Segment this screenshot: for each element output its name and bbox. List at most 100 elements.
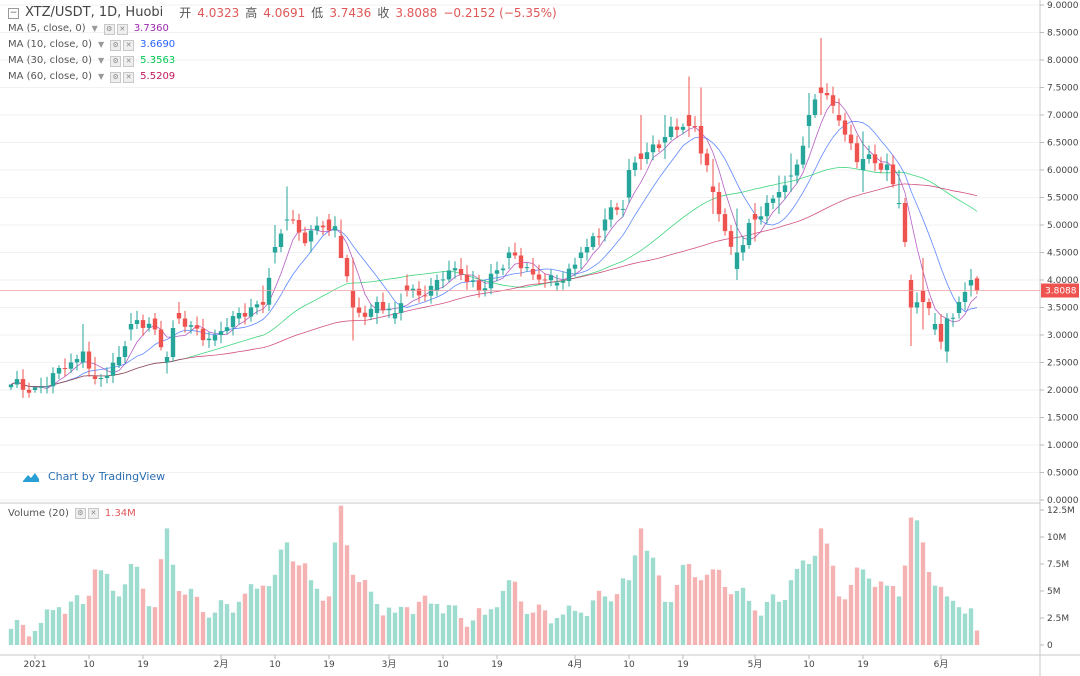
volume-bar[interactable]: [530, 612, 536, 645]
candle[interactable]: [590, 232, 596, 250]
volume-bar[interactable]: [410, 613, 416, 645]
volume-bar[interactable]: [332, 542, 338, 645]
volume-bar[interactable]: [518, 601, 524, 645]
candle[interactable]: [644, 142, 650, 165]
candle[interactable]: [560, 271, 566, 290]
candle[interactable]: [338, 219, 344, 259]
candle[interactable]: [686, 76, 692, 138]
close-icon[interactable]: ✕: [123, 55, 135, 67]
volume-bar[interactable]: [926, 572, 932, 645]
volume-bar[interactable]: [248, 584, 254, 645]
volume-bar[interactable]: [212, 612, 218, 645]
candle[interactable]: [500, 264, 506, 276]
volume-bar[interactable]: [296, 565, 302, 645]
volume-bar[interactable]: [674, 584, 680, 645]
candle[interactable]: [212, 329, 218, 347]
candle[interactable]: [422, 285, 428, 302]
candle[interactable]: [68, 353, 74, 374]
volume-bar[interactable]: [44, 609, 50, 645]
candle[interactable]: [752, 203, 758, 242]
candle[interactable]: [608, 199, 614, 228]
volume-bar[interactable]: [380, 615, 386, 645]
volume-bar[interactable]: [236, 601, 242, 645]
volume-bar[interactable]: [788, 580, 794, 645]
candlestick-series[interactable]: [8, 38, 980, 398]
candle[interactable]: [548, 269, 554, 287]
indicator-row[interactable]: MA (10, close, 0) ▼ ⚙ ✕ 3.6690: [8, 38, 557, 52]
candle[interactable]: [236, 307, 242, 325]
volume-bar[interactable]: [104, 573, 110, 645]
collapse-icon[interactable]: −: [8, 7, 19, 19]
tradingview-branding[interactable]: Chart by TradingView: [22, 470, 165, 483]
candle[interactable]: [380, 292, 386, 314]
candle[interactable]: [170, 320, 176, 362]
candle[interactable]: [26, 382, 32, 398]
volume-bar[interactable]: [356, 582, 362, 645]
candle[interactable]: [464, 265, 470, 290]
candle[interactable]: [404, 274, 410, 297]
candle[interactable]: [146, 317, 152, 332]
candle[interactable]: [386, 302, 392, 319]
candle[interactable]: [782, 175, 788, 200]
volume-bar[interactable]: [434, 603, 440, 645]
candle[interactable]: [692, 116, 698, 132]
candle[interactable]: [128, 313, 134, 341]
volume-bar[interactable]: [464, 626, 470, 645]
volume-bar[interactable]: [266, 586, 272, 645]
candle[interactable]: [344, 254, 350, 283]
candle[interactable]: [356, 297, 362, 318]
volume-bar[interactable]: [326, 596, 332, 645]
volume-bar[interactable]: [92, 569, 98, 645]
candle[interactable]: [392, 302, 398, 324]
candle[interactable]: [962, 282, 968, 311]
volume-bar[interactable]: [254, 588, 260, 645]
volume-bar[interactable]: [338, 505, 344, 645]
candle[interactable]: [710, 159, 716, 214]
candle[interactable]: [554, 274, 560, 292]
volume-bar[interactable]: [32, 630, 38, 645]
volume-bar[interactable]: [140, 588, 146, 645]
volume-bar[interactable]: [932, 585, 938, 645]
volume-bar[interactable]: [584, 615, 590, 645]
candle[interactable]: [518, 247, 524, 277]
volume-bar[interactable]: [908, 517, 914, 645]
candle[interactable]: [932, 313, 938, 335]
volume-bar[interactable]: [614, 594, 620, 645]
volume-bar[interactable]: [698, 580, 704, 645]
chevron-down-icon[interactable]: ▼: [98, 40, 105, 49]
candle[interactable]: [290, 209, 296, 224]
candle[interactable]: [374, 296, 380, 325]
volume-bar[interactable]: [302, 563, 308, 645]
volume-bar[interactable]: [542, 610, 548, 645]
volume-bar[interactable]: [278, 549, 284, 645]
volume-bar[interactable]: [896, 596, 902, 645]
candle[interactable]: [956, 296, 962, 319]
candle[interactable]: [818, 38, 824, 115]
price-axis[interactable]: 9.0000 8.5000 8.0000 7.5000 7.0000 6.5000 6.00…: [1040, 1, 1079, 506]
volume-bar[interactable]: [836, 596, 842, 645]
volume-bar[interactable]: [170, 564, 176, 645]
volume-bar[interactable]: [662, 601, 668, 645]
volume-bar[interactable]: [968, 608, 974, 645]
candle[interactable]: [296, 213, 302, 241]
candle[interactable]: [728, 224, 734, 255]
volume-bar[interactable]: [758, 615, 764, 645]
volume-bar[interactable]: [134, 566, 140, 645]
candle[interactable]: [122, 341, 128, 364]
candle[interactable]: [38, 377, 44, 394]
volume-bar[interactable]: [728, 594, 734, 645]
candle[interactable]: [662, 115, 668, 159]
candle[interactable]: [92, 357, 98, 385]
volume-bar[interactable]: [422, 595, 428, 645]
volume-bar[interactable]: [950, 600, 956, 645]
chevron-down-icon[interactable]: ▼: [91, 24, 98, 33]
volume-bar[interactable]: [404, 607, 410, 645]
candle[interactable]: [908, 274, 914, 347]
volume-bar[interactable]: [164, 528, 170, 645]
volume-bar[interactable]: [752, 610, 758, 645]
candle[interactable]: [968, 269, 974, 297]
candle[interactable]: [434, 274, 440, 297]
volume-bar[interactable]: [86, 595, 92, 645]
candle[interactable]: [488, 263, 494, 295]
candle[interactable]: [572, 257, 578, 277]
